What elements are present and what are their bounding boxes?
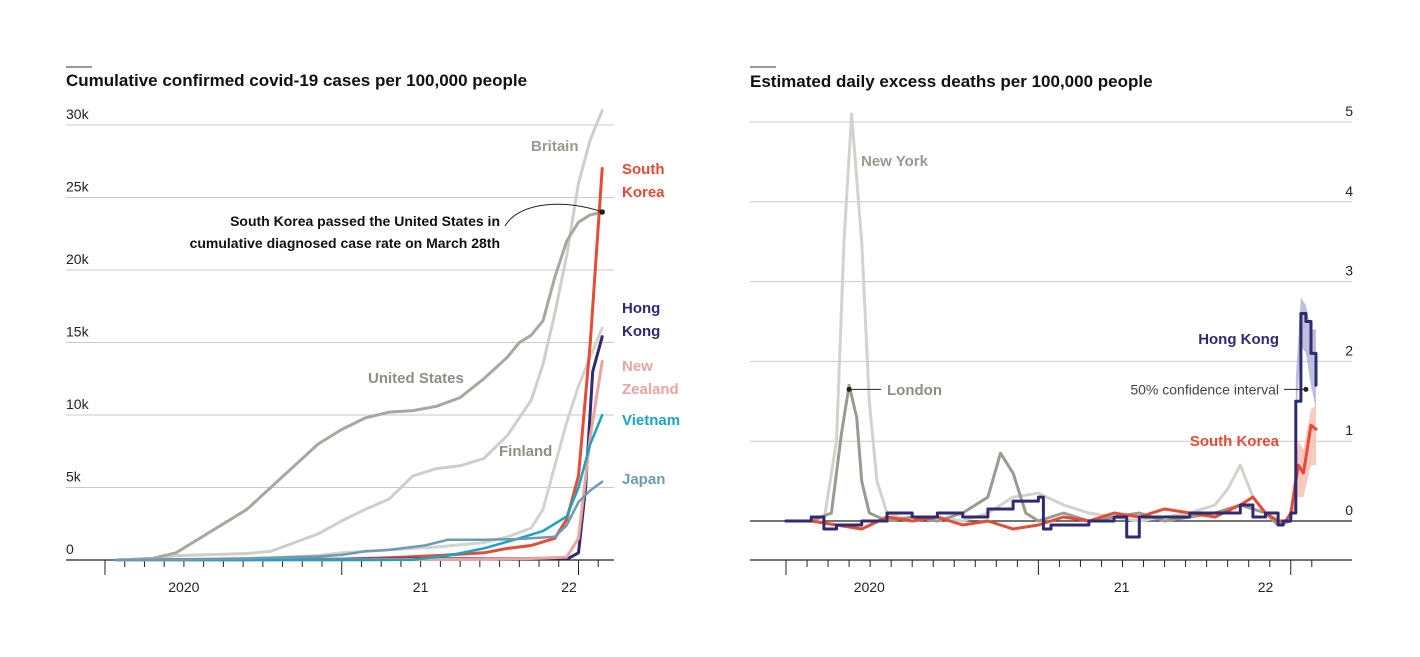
right-chart: Estimated daily excess deaths per 100,00… bbox=[750, 66, 1353, 595]
left-series-line-britain bbox=[115, 109, 604, 562]
left-series-label-south_korea: South Korea bbox=[622, 161, 665, 201]
right-london-point bbox=[846, 386, 852, 392]
left-series-label-new_zealand: New Zealand bbox=[622, 358, 679, 398]
left-x-axis: 2020 21 22 bbox=[66, 559, 614, 595]
left-series-label-line: Japan bbox=[622, 471, 665, 488]
left-series-label-line: United States bbox=[368, 370, 464, 387]
left-x-tick-label: 22 bbox=[561, 579, 577, 595]
left-annotation-leader bbox=[504, 203, 603, 227]
left-series-label-line: Korea bbox=[622, 184, 665, 201]
left-y-tick-label: 15k bbox=[66, 324, 90, 340]
right-x-axis: 2020 21 22 bbox=[750, 559, 1352, 595]
right-series-label-london: London bbox=[887, 382, 942, 399]
right-series-line-new_york bbox=[784, 112, 1293, 527]
left-series-labels: Britain United States Finland South Korea Hon… bbox=[368, 138, 680, 488]
left-annotation-text: South Korea passed the United States in c… bbox=[190, 213, 500, 251]
right-annotation: 50% confidence interval bbox=[1130, 381, 1309, 397]
right-series-label-south_korea: South Korea bbox=[1190, 433, 1280, 450]
left-series-line-japan bbox=[115, 480, 604, 562]
right-ci-text: 50% confidence interval bbox=[1130, 381, 1279, 397]
right-y-tick-label: 0 bbox=[1345, 502, 1353, 518]
left-series-label-vietnam: Vietnam bbox=[622, 412, 680, 429]
left-series-label-line: Zealand bbox=[622, 381, 679, 398]
right-series-label-hong_kong: Hong Kong bbox=[1198, 331, 1279, 348]
right-y-tick-label: 2 bbox=[1345, 342, 1353, 358]
left-annotation-point bbox=[599, 209, 605, 215]
left-series-label-finland: Finland bbox=[499, 443, 552, 460]
right-x-tick-label: 21 bbox=[1114, 579, 1130, 595]
left-x-tick-label: 2020 bbox=[168, 579, 199, 595]
left-series-label-hong_kong: Hong Kong bbox=[622, 300, 660, 340]
left-annotation-line: South Korea passed the United States in bbox=[230, 213, 500, 229]
left-y-tick-label: 30k bbox=[66, 106, 90, 122]
right-chart-title: Estimated daily excess deaths per 100,00… bbox=[750, 72, 1153, 91]
left-y-tick-label: 5k bbox=[66, 469, 82, 485]
left-chart: Cumulative confirmed covid-19 cases per … bbox=[66, 66, 680, 595]
right-y-tick-label: 1 bbox=[1345, 422, 1353, 438]
left-series-label-line: Hong bbox=[622, 300, 660, 317]
left-y-tick-label: 20k bbox=[66, 251, 90, 267]
left-series-label-line: Kong bbox=[622, 323, 660, 340]
left-series-line-vietnam bbox=[115, 413, 604, 562]
left-series-label-britain: Britain bbox=[531, 138, 579, 155]
left-y-tick-label: 0 bbox=[66, 541, 74, 557]
left-series-label-line: Finland bbox=[499, 443, 552, 460]
right-series-label-new_york: New York bbox=[861, 153, 929, 170]
left-series-line-united_states bbox=[115, 210, 604, 562]
left-annotation: South Korea passed the United States in c… bbox=[190, 203, 605, 251]
left-chart-title: Cumulative confirmed covid-19 cases per … bbox=[66, 71, 527, 90]
left-series-label-line: South bbox=[622, 161, 665, 178]
left-series-label-line: Vietnam bbox=[622, 412, 680, 429]
left-series bbox=[115, 109, 604, 562]
left-x-tick-label: 21 bbox=[413, 579, 429, 595]
left-y-tick-label: 25k bbox=[66, 179, 90, 195]
right-y-tick-labels: 0 1 2 3 4 5 bbox=[1345, 103, 1353, 518]
right-series-line-hong_kong bbox=[784, 312, 1318, 539]
right-y-tick-label: 4 bbox=[1345, 183, 1353, 199]
right-y-tick-label: 3 bbox=[1345, 263, 1353, 279]
right-y-tick-label: 5 bbox=[1345, 103, 1353, 119]
left-gridlines bbox=[66, 124, 614, 488]
right-ci-point bbox=[1303, 386, 1309, 392]
left-annotation-line: cumulative diagnosed case rate on March … bbox=[190, 235, 500, 251]
left-series-label-united_states: United States bbox=[368, 370, 464, 387]
right-x-tick-label: 2020 bbox=[854, 579, 885, 595]
left-series-label-line: Britain bbox=[531, 138, 579, 155]
right-x-tick-label: 22 bbox=[1258, 579, 1274, 595]
left-y-tick-labels: 0 5k 10k 15k 20k 25k 30k bbox=[66, 106, 90, 557]
left-series-label-line: New bbox=[622, 358, 653, 375]
right-gridlines bbox=[750, 121, 1352, 522]
left-y-tick-label: 10k bbox=[66, 396, 90, 412]
left-series-label-japan: Japan bbox=[622, 471, 665, 488]
right-series bbox=[784, 112, 1318, 539]
right-series-line-south_korea bbox=[784, 423, 1318, 531]
right-series-labels: New York London Hong Kong South Korea bbox=[846, 153, 1280, 450]
